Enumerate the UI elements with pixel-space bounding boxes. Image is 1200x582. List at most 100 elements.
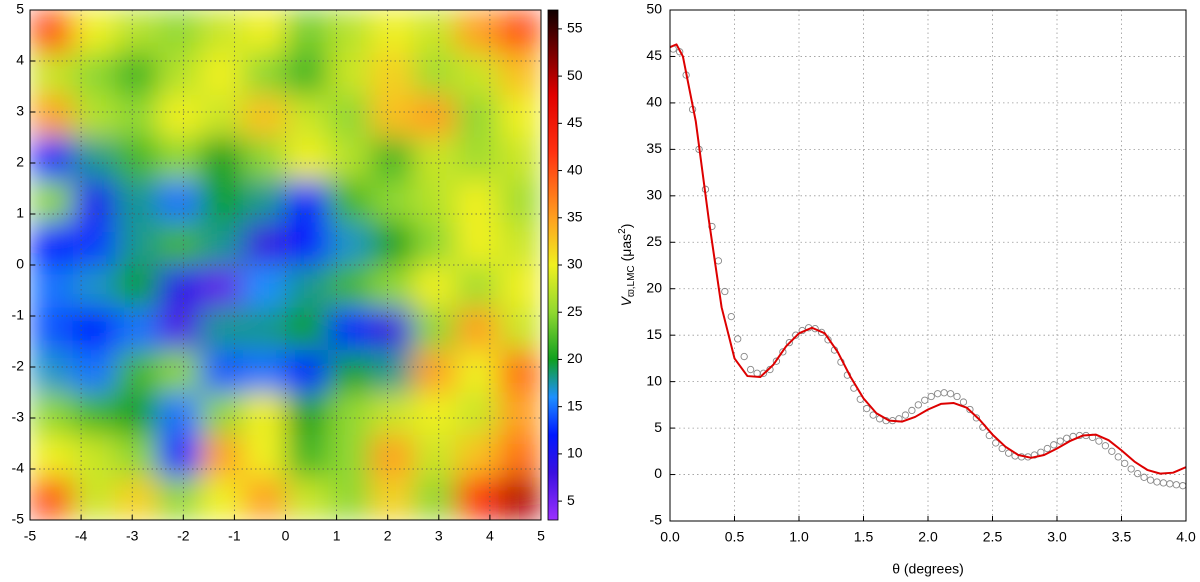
- x-tick-label: -2: [177, 528, 190, 544]
- heat-cell: [328, 307, 372, 351]
- panel-right: Vϖ,LMC (μas2) θ (degrees) 0.0 0.5 1.0 1.5 2.0…: [617, 1, 1196, 577]
- heat-cell: [115, 350, 159, 393]
- heat-cell: [72, 392, 116, 436]
- data-point: [1004, 449, 1013, 457]
- heat-cell: [498, 10, 541, 53]
- y-label-unit: (μas: [618, 234, 634, 262]
- heat-cell: [370, 350, 414, 393]
- heat-cell: [285, 435, 329, 478]
- heat-cell: [200, 137, 244, 181]
- data-point: [953, 392, 961, 401]
- heat-cell: [200, 307, 244, 351]
- y-tick-label: 5: [16, 1, 24, 17]
- heat-cell: [72, 435, 116, 478]
- heat-cell: [285, 10, 329, 53]
- heat-cell: [242, 95, 286, 138]
- heat-cell: [413, 392, 457, 436]
- heat-cell: [30, 222, 74, 266]
- y-tick-label: 0: [16, 256, 24, 272]
- x-tick-label: -3: [126, 528, 139, 544]
- y-tick-label: 5: [654, 419, 662, 435]
- data-point: [772, 357, 781, 365]
- heat-cell: [455, 265, 499, 308]
- y-tick-label: 15: [646, 326, 662, 342]
- x-tick-label: 0.5: [725, 529, 745, 545]
- heat-cell: [413, 435, 457, 478]
- heat-cell: [157, 180, 201, 223]
- y-label-end: ): [618, 224, 634, 229]
- y-tick-label: 4: [16, 52, 24, 68]
- heat-cell: [498, 392, 541, 436]
- heat-cell: [200, 265, 244, 308]
- colorbar: [547, 9, 559, 521]
- data-point: [1043, 444, 1051, 453]
- x-tick-label: 0: [282, 528, 290, 544]
- data-point: [1030, 451, 1039, 459]
- heat-cell: [157, 222, 201, 266]
- data-point: [1133, 469, 1142, 478]
- heat-cell: [72, 52, 116, 96]
- heat-cell: [115, 477, 159, 520]
- heat-cell: [200, 180, 244, 223]
- heat-cell: [115, 52, 159, 96]
- data-point: [959, 398, 968, 406]
- heat-cell: [72, 137, 116, 181]
- heat-cell: [413, 477, 457, 520]
- heat-cell: [498, 350, 541, 393]
- heat-cell: [455, 52, 499, 96]
- heat-cell: [242, 350, 286, 393]
- heat-cell: [30, 477, 74, 520]
- colorbar-tick-label: 40: [567, 161, 583, 177]
- heat-cell: [370, 392, 414, 436]
- x-tick-label: 2.5: [983, 529, 1003, 545]
- heat-cell: [157, 95, 201, 138]
- colorbar-tick-label: 15: [567, 397, 583, 413]
- heat-cell: [242, 222, 286, 266]
- heat-cell: [328, 350, 372, 393]
- data-point: [972, 414, 981, 422]
- heat-cell: [498, 52, 541, 96]
- heat-cell: [455, 477, 499, 520]
- heat-cell: [328, 10, 372, 53]
- y-tick-label: -1: [12, 307, 25, 323]
- heat-cell: [200, 10, 244, 53]
- data-point: [1159, 479, 1168, 487]
- heat-cell: [498, 137, 541, 181]
- heat-cell: [72, 10, 116, 53]
- x-tick-label: -5: [24, 528, 37, 544]
- heat-cell: [242, 265, 286, 308]
- heat-cell: [498, 265, 541, 308]
- heat-cell: [413, 10, 457, 53]
- heat-cell: [285, 180, 329, 223]
- heat-cell: [455, 137, 499, 181]
- heat-cell: [455, 350, 499, 393]
- data-point: [966, 405, 974, 414]
- heat-cell: [30, 180, 74, 223]
- heat-cell: [413, 95, 457, 138]
- heat-cell: [30, 350, 74, 393]
- heat-cell: [370, 307, 414, 351]
- heat-cell: [242, 137, 286, 181]
- heat-cell: [115, 180, 159, 223]
- x-tick-label: 2.0: [918, 529, 938, 545]
- data-point: [759, 369, 768, 377]
- heat-cell: [455, 180, 499, 223]
- x-tick-label: 4: [486, 528, 494, 544]
- colorbar-tick-label: 10: [567, 445, 583, 461]
- heat-cell: [328, 435, 372, 478]
- data-point: [1121, 459, 1129, 468]
- heat-cell: [413, 265, 457, 308]
- heat-cell: [328, 222, 372, 266]
- heat-cell: [115, 10, 159, 53]
- data-point: [934, 390, 942, 398]
- heat-cell: [242, 307, 286, 351]
- x-tick-label: 1.5: [854, 529, 874, 545]
- y-tick-label: -5: [650, 512, 663, 528]
- data-point: [792, 331, 800, 339]
- y-tick-label: 45: [646, 47, 662, 63]
- y-tick-label: 40: [646, 94, 662, 110]
- data-point: [1153, 478, 1161, 486]
- heat-cell: [455, 95, 499, 138]
- heat-cell: [285, 477, 329, 520]
- data-point: [734, 335, 742, 343]
